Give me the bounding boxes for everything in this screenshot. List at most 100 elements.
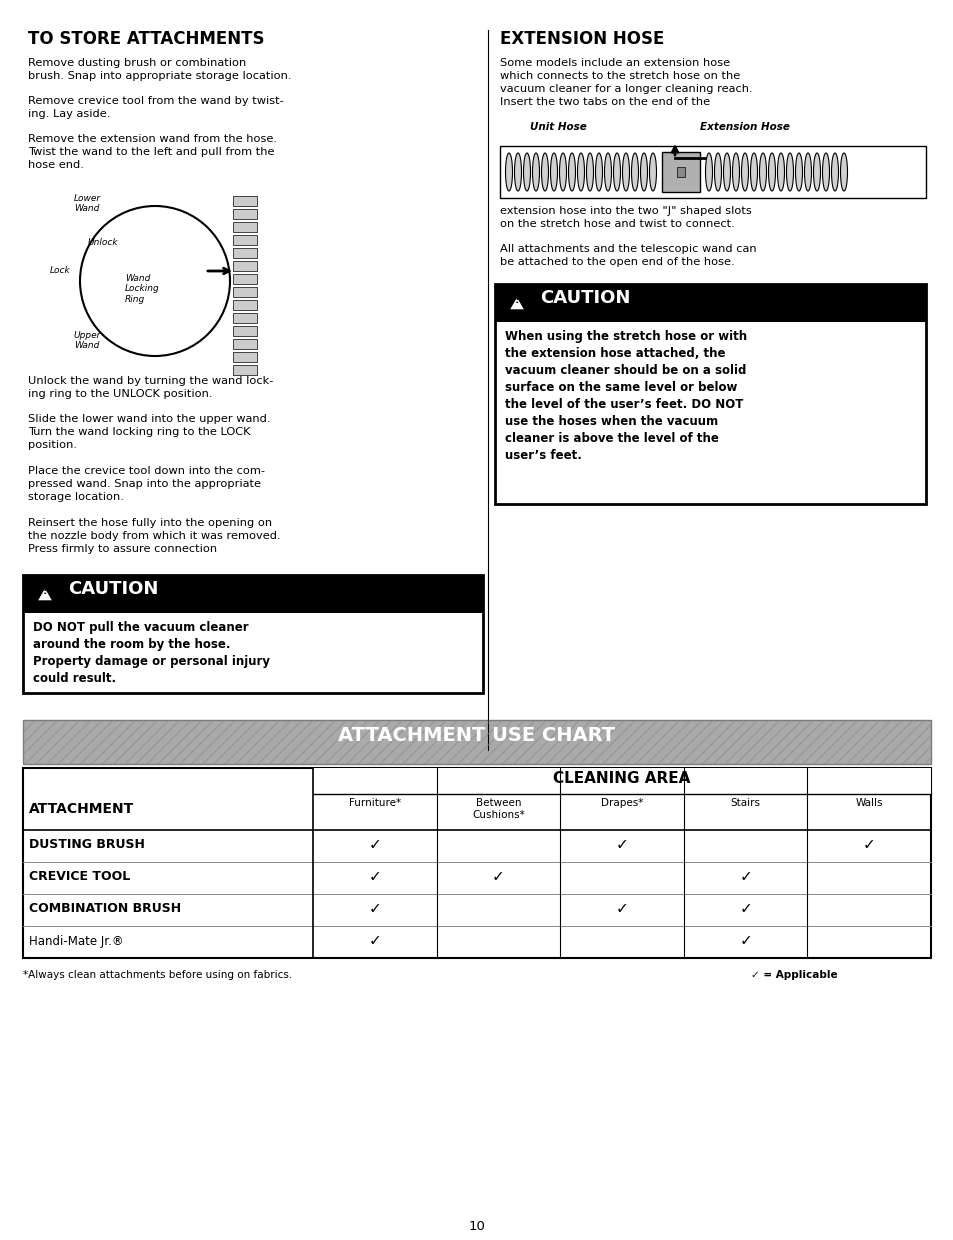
Ellipse shape bbox=[639, 153, 647, 191]
Text: COMBINATION BRUSH: COMBINATION BRUSH bbox=[29, 903, 181, 915]
Text: *Always clean attachments before using on fabrics.: *Always clean attachments before using o… bbox=[23, 970, 292, 980]
Ellipse shape bbox=[732, 153, 739, 191]
Bar bbox=[495, 284, 925, 322]
Ellipse shape bbox=[622, 153, 629, 191]
Ellipse shape bbox=[523, 153, 530, 191]
Ellipse shape bbox=[740, 153, 748, 191]
Text: ✓: ✓ bbox=[368, 837, 381, 853]
Text: Unit Hose: Unit Hose bbox=[530, 122, 586, 131]
Text: ✓: ✓ bbox=[862, 837, 875, 853]
Ellipse shape bbox=[768, 153, 775, 191]
Text: ✓: ✓ bbox=[492, 869, 504, 884]
Ellipse shape bbox=[541, 153, 548, 191]
Bar bbox=[233, 236, 256, 246]
Text: extension hose into the two "J" shaped slots
on the stretch hose and twist to co: extension hose into the two "J" shaped s… bbox=[499, 206, 751, 229]
Bar bbox=[233, 352, 256, 362]
Text: Drapes*: Drapes* bbox=[600, 799, 642, 808]
Text: CAUTION: CAUTION bbox=[539, 289, 630, 308]
Bar bbox=[495, 284, 925, 503]
Text: ✓: ✓ bbox=[368, 869, 381, 884]
Text: Lock: Lock bbox=[50, 267, 71, 275]
Text: Reinsert the hose fully into the opening on
the nozzle body from which it was re: Reinsert the hose fully into the opening… bbox=[28, 518, 280, 554]
Ellipse shape bbox=[750, 153, 757, 191]
Text: ✓: ✓ bbox=[739, 869, 751, 884]
Ellipse shape bbox=[803, 153, 811, 191]
Text: Lower
Wand: Lower Wand bbox=[73, 193, 100, 213]
Ellipse shape bbox=[604, 153, 611, 191]
Text: Upper
Wand: Upper Wand bbox=[73, 331, 101, 351]
Text: Between
Cushions*: Between Cushions* bbox=[472, 799, 524, 820]
Text: ✓: ✓ bbox=[368, 901, 381, 916]
Bar bbox=[233, 222, 256, 232]
Text: DUSTING BRUSH: DUSTING BRUSH bbox=[29, 838, 145, 852]
Ellipse shape bbox=[586, 153, 593, 191]
Ellipse shape bbox=[577, 153, 584, 191]
Bar bbox=[233, 365, 256, 374]
Text: When using the stretch hose or with
the extension hose attached, the
vacuum clea: When using the stretch hose or with the … bbox=[504, 330, 746, 463]
Text: Handi-Mate Jr.®: Handi-Mate Jr.® bbox=[29, 935, 124, 947]
Ellipse shape bbox=[777, 153, 783, 191]
Text: ✓: ✓ bbox=[368, 934, 381, 949]
Ellipse shape bbox=[514, 153, 521, 191]
Ellipse shape bbox=[568, 153, 575, 191]
Text: ATTACHMENT: ATTACHMENT bbox=[29, 802, 134, 816]
Text: ✓: ✓ bbox=[615, 837, 628, 853]
Bar bbox=[233, 248, 256, 258]
Ellipse shape bbox=[785, 153, 793, 191]
Bar bbox=[233, 326, 256, 336]
Ellipse shape bbox=[840, 153, 846, 191]
Bar bbox=[233, 260, 256, 272]
Text: Slide the lower wand into the upper wand.
Turn the wand locking ring to the LOCK: Slide the lower wand into the upper wand… bbox=[28, 414, 271, 450]
Bar bbox=[23, 720, 930, 764]
Ellipse shape bbox=[613, 153, 619, 191]
Text: Walls: Walls bbox=[855, 799, 882, 808]
Text: CREVICE TOOL: CREVICE TOOL bbox=[29, 870, 131, 883]
Ellipse shape bbox=[795, 153, 801, 191]
Text: CLEANING AREA: CLEANING AREA bbox=[553, 771, 690, 786]
Bar bbox=[313, 768, 930, 794]
Bar bbox=[23, 720, 930, 764]
Text: DO NOT pull the vacuum cleaner
around the room by the hose.
Property damage or p: DO NOT pull the vacuum cleaner around th… bbox=[33, 621, 270, 684]
Bar bbox=[661, 153, 700, 192]
Text: Stairs: Stairs bbox=[730, 799, 760, 808]
Ellipse shape bbox=[831, 153, 838, 191]
Text: Remove the extension wand from the hose.
Twist the wand to the left and pull fro: Remove the extension wand from the hose.… bbox=[28, 134, 276, 170]
Ellipse shape bbox=[649, 153, 656, 191]
Ellipse shape bbox=[714, 153, 720, 191]
Ellipse shape bbox=[532, 153, 539, 191]
Text: Wand
Locking
Ring: Wand Locking Ring bbox=[125, 274, 159, 304]
Text: ✓: ✓ bbox=[739, 901, 751, 916]
Text: !: ! bbox=[43, 587, 48, 596]
Text: CAUTION: CAUTION bbox=[68, 580, 158, 598]
Ellipse shape bbox=[631, 153, 638, 191]
Ellipse shape bbox=[550, 153, 557, 191]
Bar bbox=[233, 339, 256, 348]
Text: ATTACHMENT USE CHART: ATTACHMENT USE CHART bbox=[338, 725, 615, 745]
Bar bbox=[233, 312, 256, 322]
Text: ✓ = Applicable: ✓ = Applicable bbox=[750, 970, 837, 980]
Text: Unlock the wand by turning the wand lock-
ing ring to the UNLOCK position.: Unlock the wand by turning the wand lock… bbox=[28, 376, 274, 399]
Ellipse shape bbox=[595, 153, 602, 191]
Ellipse shape bbox=[821, 153, 828, 191]
Bar bbox=[677, 167, 684, 177]
Text: TO STORE ATTACHMENTS: TO STORE ATTACHMENTS bbox=[28, 30, 264, 48]
Text: ✓: ✓ bbox=[615, 901, 628, 916]
Text: Remove crevice tool from the wand by twist-
ing. Lay aside.: Remove crevice tool from the wand by twi… bbox=[28, 95, 283, 119]
Ellipse shape bbox=[813, 153, 820, 191]
Bar bbox=[23, 575, 482, 613]
Text: Place the crevice tool down into the com-
pressed wand. Snap into the appropriat: Place the crevice tool down into the com… bbox=[28, 466, 265, 502]
Ellipse shape bbox=[705, 153, 712, 191]
Ellipse shape bbox=[505, 153, 512, 191]
Bar bbox=[233, 300, 256, 310]
Text: Some models include an extension hose
which connects to the stretch hose on the
: Some models include an extension hose wh… bbox=[499, 58, 752, 107]
Ellipse shape bbox=[759, 153, 765, 191]
Bar bbox=[233, 286, 256, 298]
Bar bbox=[23, 575, 482, 693]
Bar bbox=[499, 146, 925, 198]
Text: ✓: ✓ bbox=[739, 934, 751, 949]
Text: Remove dusting brush or combination
brush. Snap into appropriate storage locatio: Remove dusting brush or combination brus… bbox=[28, 58, 292, 81]
Text: Unlock: Unlock bbox=[88, 238, 118, 247]
Bar bbox=[233, 210, 256, 219]
Text: 10: 10 bbox=[468, 1220, 485, 1233]
Bar bbox=[233, 274, 256, 284]
